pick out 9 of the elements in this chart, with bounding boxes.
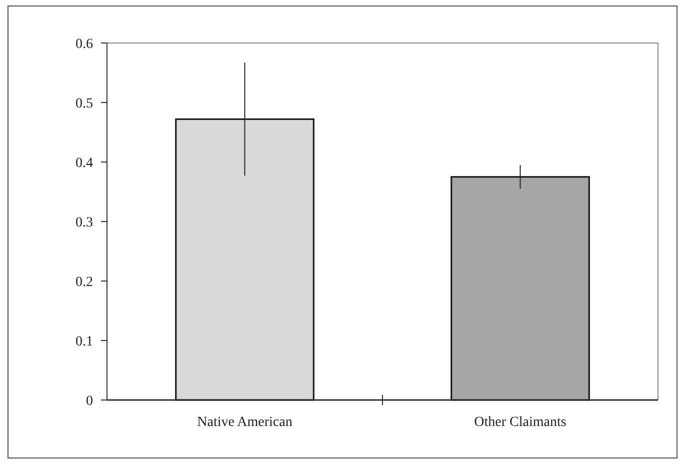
y-tick-label: 0.1 xyxy=(76,334,93,350)
y-tick-label: 0.5 xyxy=(76,96,93,112)
x-tick-label: Other Claimants xyxy=(474,415,566,430)
y-tick-label: 0.2 xyxy=(76,274,93,290)
y-tick-label: 0.4 xyxy=(76,156,93,171)
y-tick-label: 0.6 xyxy=(76,36,93,52)
x-tick-label: Native American xyxy=(197,415,292,430)
y-tick-label: 0.3 xyxy=(76,215,93,230)
y-tick-label: 0 xyxy=(86,394,93,409)
